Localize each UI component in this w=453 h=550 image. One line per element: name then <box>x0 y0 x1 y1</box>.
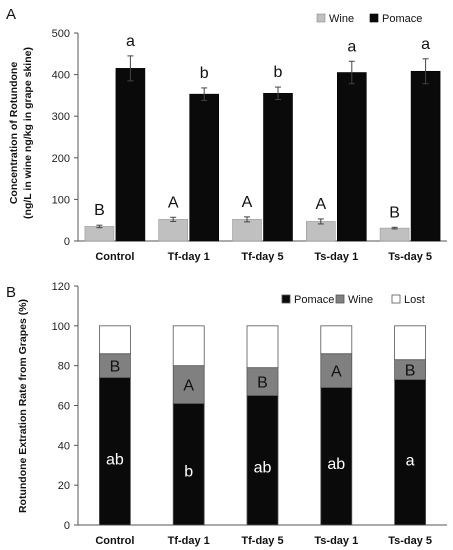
category-label-b: Tf-day 5 <box>241 535 283 547</box>
significance-letter-wine-b: B <box>110 359 121 376</box>
y-tick-label-a: 400 <box>52 70 70 82</box>
significance-letter-a: A <box>242 194 253 211</box>
y-tick-label-b: 60 <box>58 401 70 413</box>
bar-segment-pomace-b <box>172 403 205 526</box>
y-tick-label-b: 100 <box>52 321 70 333</box>
bar-pomace-a <box>263 93 293 242</box>
bar-segment-wine-b <box>172 365 205 404</box>
bar-segment-lost-b <box>246 325 279 369</box>
legend-label-wine-a: Wine <box>329 13 354 25</box>
y-tick-label-b: 120 <box>52 281 70 293</box>
bar-segment-wine-b <box>320 353 353 388</box>
significance-letter-wine-b: B <box>405 363 416 380</box>
bar-segment-pomace-b <box>320 387 353 526</box>
significance-letter-pomace-b: ab <box>254 460 272 477</box>
panel-label-b: B <box>6 284 16 301</box>
category-label-b: Control <box>95 535 134 547</box>
bar-segment-pomace-b <box>246 395 279 526</box>
significance-letter-a: A <box>315 196 326 213</box>
category-label-a: Ts-day 5 <box>388 251 432 263</box>
bar-pomace-a <box>336 72 367 242</box>
category-label-a: Control <box>95 251 134 263</box>
significance-letter-wine-b: A <box>331 364 342 381</box>
significance-letter-wine-b: B <box>257 375 268 392</box>
y-tick-label-a: 200 <box>52 153 70 165</box>
legend-swatch-lost-b <box>391 294 401 304</box>
significance-letter-a: B <box>94 202 105 219</box>
y-tick-label-b: 0 <box>64 520 70 532</box>
bar-wine-a <box>158 219 188 242</box>
category-label-b: Tf-day 1 <box>168 535 210 547</box>
significance-letter-a: a <box>421 36 430 53</box>
y-axis-label-a-line1: Concentration of Rotundone <box>8 62 20 204</box>
y-tick-label-a: 0 <box>64 236 70 248</box>
bar-segment-wine-b <box>246 367 279 396</box>
legend-label-pomace-a: Pomace <box>382 13 422 25</box>
y-axis-label-b: Rotundone Extration Rate from Grapes (%) <box>17 299 29 513</box>
bar-segment-lost-b <box>99 325 131 355</box>
category-label-a: Ts-day 1 <box>314 251 358 263</box>
category-label-a: Tf-day 1 <box>168 251 210 263</box>
bar-wine-a <box>379 227 410 242</box>
chart-b: B Rotundone Extration Rate from Grapes (… <box>6 281 447 547</box>
y-tick-label-b: 80 <box>58 361 70 373</box>
significance-letter-a: b <box>274 64 283 81</box>
bar-wine-a <box>84 226 115 242</box>
significance-letter-a: A <box>168 194 179 211</box>
category-label-a: Tf-day 5 <box>241 251 283 263</box>
y-axis-label-a-line2: (ng/L in wine ng/kg in grape skine) <box>22 47 34 219</box>
bar-pomace-a <box>189 93 219 242</box>
significance-letter-pomace-b: a <box>406 453 415 470</box>
significance-letter-a: a <box>126 33 135 50</box>
category-label-b: Ts-day 1 <box>314 535 358 547</box>
y-tick-label-a: 100 <box>52 194 70 206</box>
significance-letter-pomace-b: ab <box>106 452 124 469</box>
significance-letter-a: b <box>200 65 209 82</box>
significance-letter-pomace-b: ab <box>327 456 345 473</box>
y-tick-label-b: 20 <box>58 480 70 492</box>
legend-swatch-pomace-a <box>369 13 379 23</box>
bar-pomace-a <box>410 70 441 242</box>
category-label-b: Ts-day 5 <box>388 535 432 547</box>
significance-letter-wine-b: A <box>183 378 194 395</box>
significance-letter-pomace-b: b <box>184 463 193 480</box>
legend-label-lost-b: Lost <box>404 294 425 306</box>
bar-segment-pomace-b <box>394 379 427 526</box>
y-tick-label-a: 500 <box>52 28 70 40</box>
bar-segment-pomace-b <box>99 377 131 526</box>
y-tick-label-b: 40 <box>58 440 70 452</box>
legend-label-wine-b: Wine <box>348 294 373 306</box>
bar-pomace-a <box>115 68 146 242</box>
bar-segment-lost-b <box>320 325 353 355</box>
significance-letter-a: a <box>347 38 356 55</box>
panel-label-a: A <box>6 6 16 23</box>
legend-swatch-wine-b <box>335 294 345 304</box>
legend-swatch-pomace-b <box>281 294 291 304</box>
significance-letter-a: B <box>389 204 400 221</box>
bar-segment-lost-b <box>394 325 427 361</box>
bar-wine-a <box>232 219 262 242</box>
chart-a: A Concentration of Rotundone (ng/L in wi… <box>6 6 447 263</box>
legend-swatch-wine-a <box>316 13 326 23</box>
y-tick-label-a: 300 <box>52 111 70 123</box>
legend-label-pomace-b: Pomace <box>294 294 334 306</box>
bar-segment-lost-b <box>172 325 205 367</box>
